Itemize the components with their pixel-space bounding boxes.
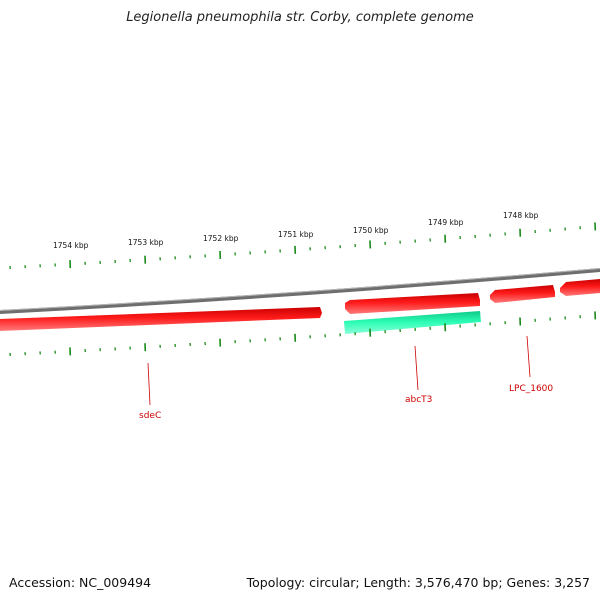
gene-forward-right-2[interactable] [560, 279, 600, 296]
scale-label: 1754 kbp [53, 241, 89, 250]
gene-sdeC[interactable] [0, 307, 322, 331]
scale-label: 1753 kbp [128, 238, 164, 247]
scale-label: 1751 kbp [278, 230, 314, 239]
genome-backbone [0, 268, 600, 314]
gene-abcT3[interactable] [344, 311, 481, 334]
scale-label: 1752 kbp [203, 234, 239, 243]
genome-backbone-highlight [0, 268, 600, 311]
label-leader-LPC_1600 [526, 335, 531, 378]
scale-label: 1748 kbp [503, 211, 539, 220]
gene-label-LPC_1600: LPC_1600 [509, 384, 553, 394]
tick-track-upper [9, 222, 597, 270]
gene-label-abcT3: abcT3 [405, 395, 432, 405]
scale-label: 1749 kbp [428, 218, 464, 227]
gene-forward-middle[interactable] [345, 293, 480, 314]
tick-track-lower [9, 311, 597, 357]
gene-label-sdeC: sdeC [139, 411, 161, 421]
scale-label: 1750 kbp [353, 226, 389, 235]
label-leader-abcT3 [414, 345, 419, 391]
label-leader-sdeC [147, 362, 151, 406]
map-title: Legionella pneumophila str. Corby, compl… [126, 10, 474, 25]
gene-forward-right-1[interactable] [490, 285, 555, 303]
accession-text: Accession: NC_009494 [9, 575, 152, 590]
topology-text: Topology: circular; Length: 3,576,470 bp… [246, 575, 590, 590]
